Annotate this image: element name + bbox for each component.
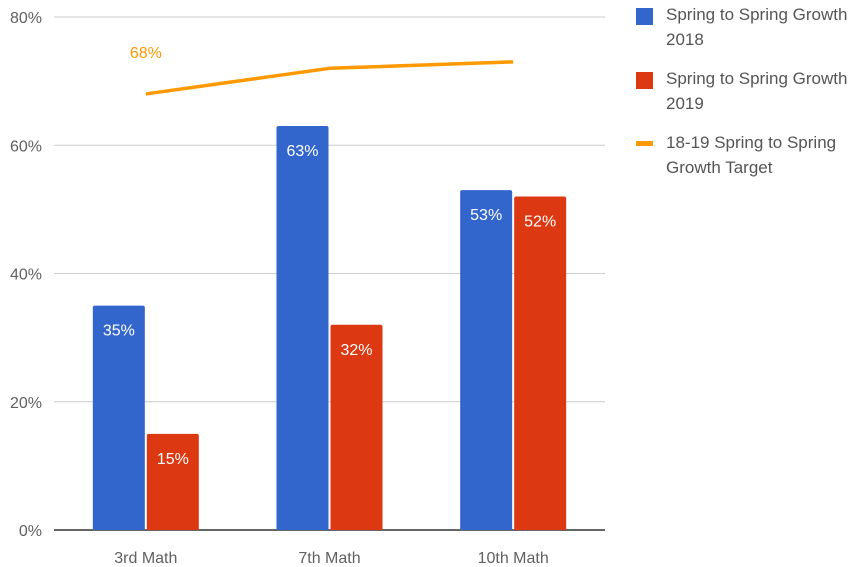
x-axis-ticks: 3rd Math 7th Math 10th Math xyxy=(114,550,548,567)
target-line xyxy=(145,60,514,96)
y-tick-label: 80% xyxy=(10,10,42,27)
y-tick-label: 60% xyxy=(10,138,42,155)
target-data-label: 68% xyxy=(130,45,162,62)
legend-swatch-2019 xyxy=(636,72,653,89)
data-labels: 35% 15% 63% 32% 53% 52% 68% xyxy=(103,45,556,468)
legend-item-target: 18-19 Spring to Spring Growth Target xyxy=(636,130,858,180)
bar-2018 xyxy=(276,126,329,530)
x-tick-label: 3rd Math xyxy=(114,550,177,567)
bar-2018 xyxy=(460,190,513,530)
bar-2019 xyxy=(330,324,383,530)
bars xyxy=(92,126,567,531)
data-label: 32% xyxy=(340,342,372,359)
legend-label-2019: Spring to Spring Growth 2019 xyxy=(666,69,848,113)
legend-swatch-target xyxy=(636,141,653,146)
y-axis-ticks: 0% 20% 40% 60% 80% xyxy=(10,10,42,540)
legend-label-target: 18-19 Spring to Spring Growth Target xyxy=(666,133,837,177)
x-tick-label: 10th Math xyxy=(478,550,549,567)
legend-item-2018: Spring to Spring Growth 2018 xyxy=(636,2,858,52)
data-label: 35% xyxy=(103,323,135,340)
legend-swatch-2018 xyxy=(636,8,653,25)
data-label: 53% xyxy=(470,207,502,224)
gridlines xyxy=(54,16,605,531)
legend-item-2019: Spring to Spring Growth 2019 xyxy=(636,66,858,116)
bar-2019 xyxy=(514,196,567,531)
y-tick-label: 20% xyxy=(10,395,42,412)
data-label: 52% xyxy=(524,214,556,231)
bar-2018 xyxy=(92,305,145,530)
y-tick-label: 0% xyxy=(19,523,42,540)
bar-2019 xyxy=(146,433,199,530)
legend-label-2018: Spring to Spring Growth 2018 xyxy=(666,5,848,49)
x-tick-label: 7th Math xyxy=(298,550,360,567)
y-tick-label: 40% xyxy=(10,267,42,284)
target-line-series xyxy=(145,60,514,96)
legend: Spring to Spring Growth 2018 Spring to S… xyxy=(636,2,858,194)
data-label: 15% xyxy=(157,451,189,468)
data-label: 63% xyxy=(286,143,318,160)
